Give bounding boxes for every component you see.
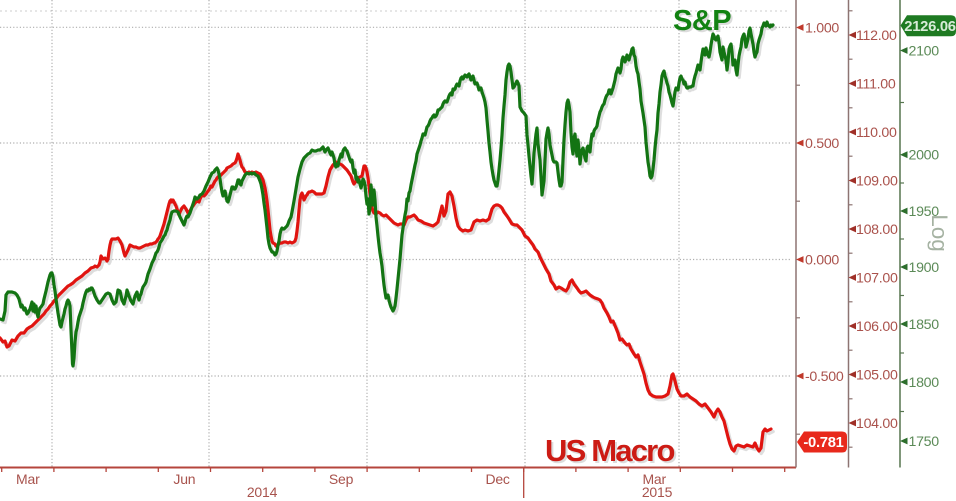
svg-text:2000: 2000	[909, 148, 940, 164]
svg-text:-0.781: -0.781	[803, 435, 843, 451]
svg-text:US Macro: US Macro	[547, 435, 676, 470]
svg-text:106.00: 106.00	[856, 319, 898, 335]
svg-text:107.00: 107.00	[856, 271, 898, 287]
svg-text:109.00: 109.00	[856, 174, 898, 190]
svg-text:1750: 1750	[909, 434, 940, 450]
svg-text:2126.06: 2126.06	[904, 19, 955, 35]
svg-text:Sep: Sep	[329, 471, 354, 487]
svg-text:US Macro: US Macro	[545, 433, 674, 468]
svg-text:S&P: S&P	[675, 7, 733, 39]
svg-text:Mar: Mar	[16, 471, 40, 487]
svg-text:2100: 2100	[909, 44, 940, 60]
svg-text:0.000: 0.000	[805, 253, 839, 269]
svg-text:112.00: 112.00	[856, 28, 897, 44]
svg-text:108.00: 108.00	[856, 222, 898, 238]
svg-text:111.00: 111.00	[856, 77, 896, 93]
svg-text:105.00: 105.00	[856, 368, 898, 384]
svg-text:Jun: Jun	[173, 471, 195, 487]
svg-text:104.00: 104.00	[856, 416, 898, 432]
svg-text:2014: 2014	[247, 484, 278, 500]
svg-text:Log: Log	[927, 214, 952, 252]
svg-text:2015: 2015	[642, 484, 673, 500]
svg-text:S&P: S&P	[673, 5, 731, 37]
svg-text:1950: 1950	[909, 204, 940, 220]
svg-text:110.00: 110.00	[856, 125, 897, 141]
svg-text:1850: 1850	[909, 317, 940, 333]
svg-text:1900: 1900	[909, 260, 940, 276]
svg-text:Dec: Dec	[485, 471, 509, 487]
svg-text:1800: 1800	[909, 375, 940, 391]
svg-text:Mar: Mar	[642, 471, 666, 487]
svg-text:-0.500: -0.500	[805, 369, 844, 385]
svg-text:0.500: 0.500	[805, 136, 839, 152]
svg-text:1.000: 1.000	[805, 21, 839, 37]
